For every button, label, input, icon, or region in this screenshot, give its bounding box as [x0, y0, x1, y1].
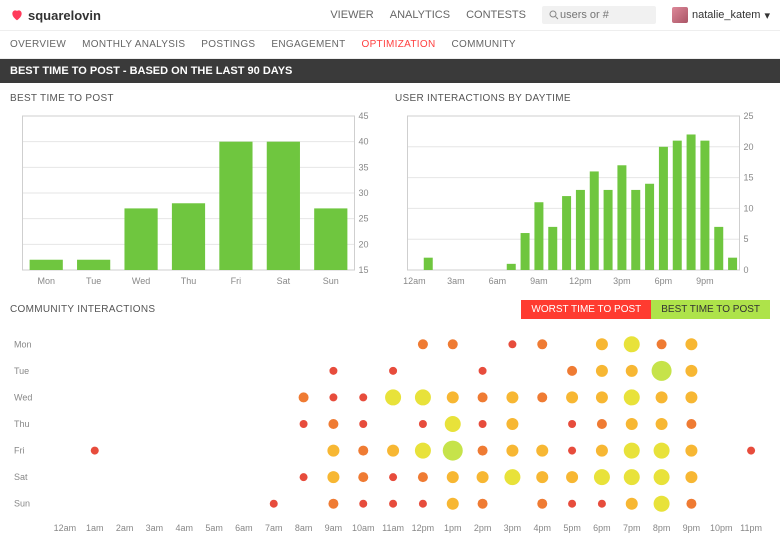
svg-text:9am: 9am [530, 276, 548, 286]
svg-text:6pm: 6pm [655, 276, 673, 286]
community-title: COMMUNITY INTERACTIONS [10, 304, 155, 315]
svg-text:3pm: 3pm [504, 523, 522, 533]
svg-text:15: 15 [744, 173, 754, 183]
svg-text:45: 45 [359, 111, 369, 121]
svg-text:Thu: Thu [14, 419, 30, 429]
svg-text:12pm: 12pm [412, 523, 435, 533]
svg-text:8am: 8am [295, 523, 313, 533]
svg-text:Wed: Wed [14, 392, 32, 402]
svg-text:6am: 6am [489, 276, 507, 286]
svg-text:Mon: Mon [14, 339, 32, 349]
svg-text:Sun: Sun [14, 499, 30, 509]
svg-text:35: 35 [359, 162, 369, 172]
subnav-item[interactable]: COMMUNITY [451, 39, 515, 50]
svg-text:Sat: Sat [14, 472, 28, 482]
chart-interactions-daytime: USER INTERACTIONS BY DAYTIME 0 5 10 15 20 25 1… [395, 93, 770, 290]
chart-svg-2: 0 5 10 15 20 25 12am 3am 6am 9am 12pm 3pm 6pm 9pm [395, 110, 770, 290]
subnav-item[interactable]: OPTIMIZATION [362, 39, 436, 50]
svg-text:11pm: 11pm [740, 523, 762, 533]
svg-text:25: 25 [744, 111, 754, 121]
search-icon [548, 9, 560, 21]
charts-row: BEST TIME TO POST 15 20 25 30 35 40 45 Mon Tue We… [0, 83, 780, 300]
svg-text:1pm: 1pm [444, 523, 462, 533]
svg-text:9am: 9am [325, 523, 343, 533]
search-box[interactable] [542, 6, 656, 24]
svg-text:6pm: 6pm [593, 523, 611, 533]
svg-text:0: 0 [744, 265, 749, 275]
subnav-item[interactable]: ENGAGEMENT [271, 39, 345, 50]
legend-worst: WORST TIME TO POST [521, 300, 651, 319]
svg-text:6am: 6am [235, 523, 253, 533]
svg-text:11am: 11am [382, 523, 404, 533]
brand-logo[interactable]: squarelovin [10, 8, 101, 23]
username: natalie_katem [692, 9, 761, 21]
avatar [672, 7, 688, 23]
svg-text:10pm: 10pm [710, 523, 733, 533]
legend-best: BEST TIME TO POST [651, 300, 770, 319]
svg-text:7pm: 7pm [623, 523, 641, 533]
subnav-item[interactable]: POSTINGS [201, 39, 255, 50]
svg-text:1am: 1am [86, 523, 104, 533]
community-header: COMMUNITY INTERACTIONS WORST TIME TO POS… [10, 300, 770, 319]
chart-svg-1: 15 20 25 30 35 40 45 Mon Tue Wed Thu Fri Sat Sun [10, 110, 385, 290]
svg-text:3am: 3am [146, 523, 164, 533]
svg-text:3pm: 3pm [613, 276, 631, 286]
svg-text:Sat: Sat [277, 276, 291, 286]
svg-text:4pm: 4pm [533, 523, 551, 533]
svg-text:5am: 5am [205, 523, 223, 533]
svg-text:Fri: Fri [14, 446, 25, 456]
svg-text:9pm: 9pm [683, 523, 701, 533]
svg-text:20: 20 [744, 142, 754, 152]
svg-text:Mon: Mon [37, 276, 55, 286]
chevron-down-icon: ▾ [764, 9, 770, 22]
chart-title: BEST TIME TO POST [10, 93, 385, 104]
svg-text:25: 25 [359, 214, 369, 224]
svg-text:4am: 4am [175, 523, 193, 533]
svg-text:30: 30 [359, 188, 369, 198]
svg-text:Tue: Tue [14, 366, 29, 376]
svg-text:7am: 7am [265, 523, 283, 533]
subnav-item[interactable]: OVERVIEW [10, 39, 66, 50]
svg-text:10: 10 [744, 203, 754, 213]
top-bar: squarelovin VIEWER ANALYTICS CONTESTS na… [0, 0, 780, 31]
section-header: BEST TIME TO POST - BASED ON THE LAST 90… [0, 59, 780, 83]
svg-text:12pm: 12pm [569, 276, 592, 286]
bubble-chart: Mon Tue Wed Thu Fri Sat Sun 12am 1am 2am 3am 4am 5am… [10, 325, 770, 535]
svg-text:9pm: 9pm [696, 276, 714, 286]
svg-text:5pm: 5pm [563, 523, 581, 533]
chart-best-time: BEST TIME TO POST 15 20 25 30 35 40 45 Mon Tue We… [10, 93, 385, 290]
topnav-viewer[interactable]: VIEWER [330, 9, 373, 21]
svg-text:40: 40 [359, 137, 369, 147]
svg-text:8pm: 8pm [653, 523, 671, 533]
brand-name: squarelovin [28, 8, 101, 23]
svg-text:12am: 12am [403, 276, 426, 286]
topnav-analytics[interactable]: ANALYTICS [390, 9, 450, 21]
search-input[interactable] [560, 9, 650, 21]
svg-text:2am: 2am [116, 523, 134, 533]
svg-text:2pm: 2pm [474, 523, 492, 533]
topnav-contests[interactable]: CONTESTS [466, 9, 526, 21]
svg-text:Sun: Sun [323, 276, 339, 286]
svg-text:15: 15 [359, 265, 369, 275]
sub-nav: OVERVIEW MONTHLY ANALYSIS POSTINGS ENGAGEME… [0, 31, 780, 59]
legend: WORST TIME TO POST BEST TIME TO POST [521, 300, 770, 319]
svg-text:Fri: Fri [231, 276, 242, 286]
community-section: COMMUNITY INTERACTIONS WORST TIME TO POS… [0, 300, 780, 545]
heart-icon [10, 8, 24, 22]
user-menu[interactable]: natalie_katem ▾ [672, 7, 770, 23]
svg-text:20: 20 [359, 239, 369, 249]
top-nav: VIEWER ANALYTICS CONTESTS natalie_katem … [330, 6, 770, 24]
svg-text:10am: 10am [352, 523, 375, 533]
svg-text:Thu: Thu [181, 276, 197, 286]
svg-text:Wed: Wed [132, 276, 150, 286]
svg-text:5: 5 [744, 234, 749, 244]
subnav-item[interactable]: MONTHLY ANALYSIS [82, 39, 185, 50]
chart-title: USER INTERACTIONS BY DAYTIME [395, 93, 770, 104]
svg-text:12am: 12am [54, 523, 77, 533]
svg-text:3am: 3am [447, 276, 465, 286]
svg-text:Tue: Tue [86, 276, 101, 286]
